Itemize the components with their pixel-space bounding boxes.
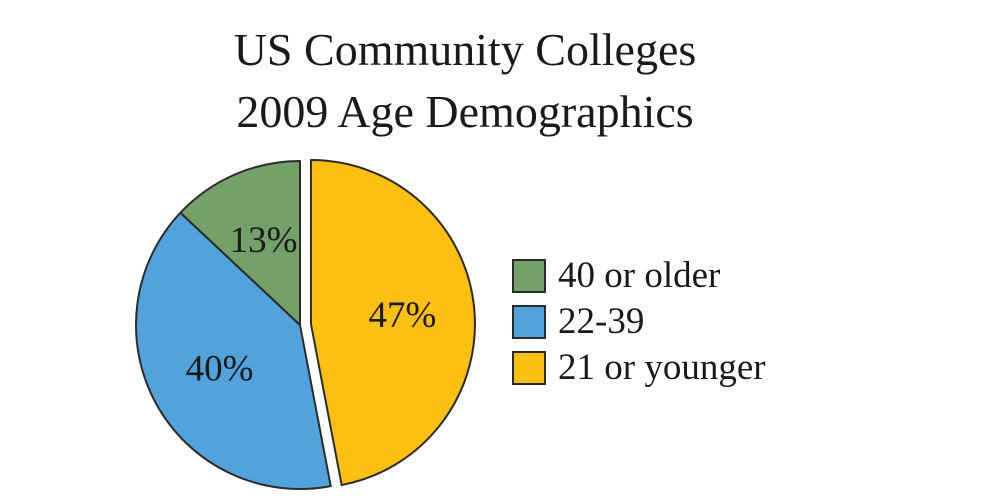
legend: 40 or older 22-39 21 or younger	[512, 253, 766, 391]
pie-slice-22-39	[135, 211, 332, 490]
legend-label-40-or-older: 40 or older	[558, 255, 721, 296]
legend-swatch-40-or-older	[512, 259, 546, 293]
legend-item-40-or-older: 40 or older	[512, 253, 766, 299]
chart-title-line-2: 2009 Age Demographics	[236, 86, 694, 137]
pie-label-40-or-older: 13%	[230, 220, 298, 261]
legend-swatch-22-39	[512, 305, 546, 339]
pie-slice-40-or-older	[179, 160, 301, 326]
legend-label-22-39: 22-39	[558, 301, 645, 342]
chart-title-line-1: US Community Colleges	[233, 24, 697, 75]
legend-swatch-21-or-younger	[512, 351, 546, 385]
legend-label-21-or-younger: 21 or younger	[558, 347, 766, 388]
pie-label-21-or-younger: 47%	[368, 295, 436, 336]
pie-label-22-39: 40%	[186, 349, 254, 390]
pie-slice-21-or-younger	[309, 158, 476, 487]
legend-item-22-39: 22-39	[512, 299, 766, 345]
legend-item-21-or-younger: 21 or younger	[512, 345, 766, 391]
